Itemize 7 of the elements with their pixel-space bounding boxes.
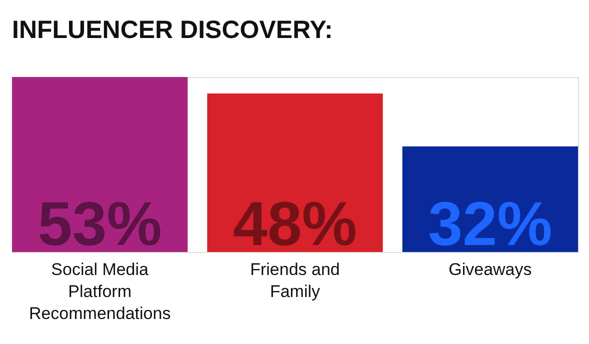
data-label: 48%	[232, 190, 358, 259]
data-label: 53%	[38, 190, 162, 259]
data-label: 32%	[428, 190, 552, 259]
x-tick-label: Social Media Platform Recommendations	[28, 260, 171, 323]
chart-title: INFLUENCER DISCOVERY:	[12, 16, 333, 44]
x-tick-label: Friends and Family	[250, 260, 340, 301]
x-tick-label: Giveaways	[448, 260, 532, 279]
